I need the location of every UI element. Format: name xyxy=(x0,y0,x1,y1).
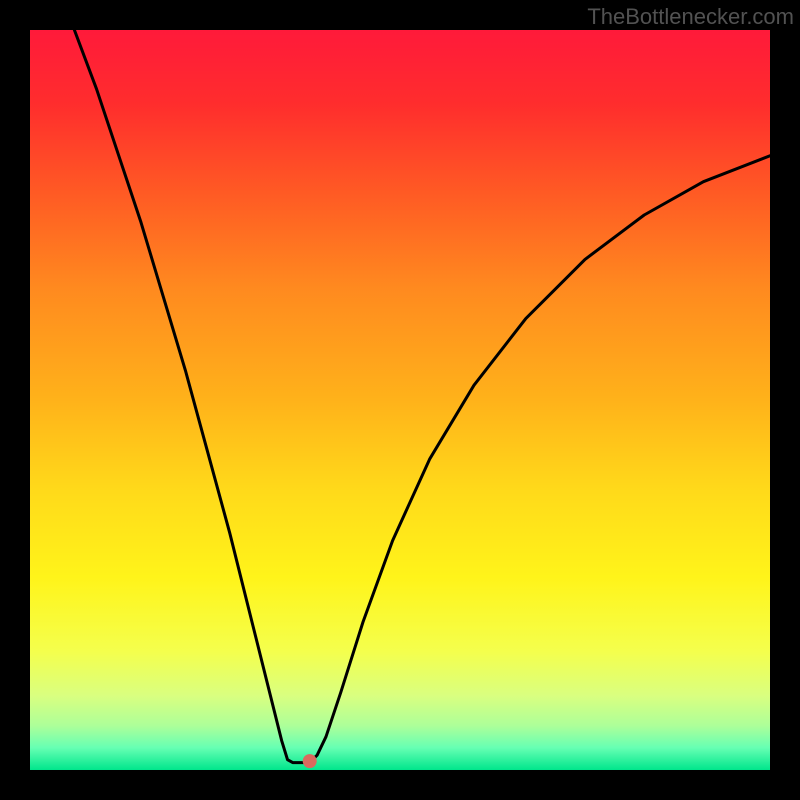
curve-svg xyxy=(30,30,770,770)
plot-area xyxy=(30,30,770,770)
bottleneck-curve xyxy=(74,30,770,763)
watermark-text: TheBottlenecker.com xyxy=(587,4,794,30)
chart-container: TheBottlenecker.com xyxy=(0,0,800,800)
optimum-marker xyxy=(303,754,317,768)
